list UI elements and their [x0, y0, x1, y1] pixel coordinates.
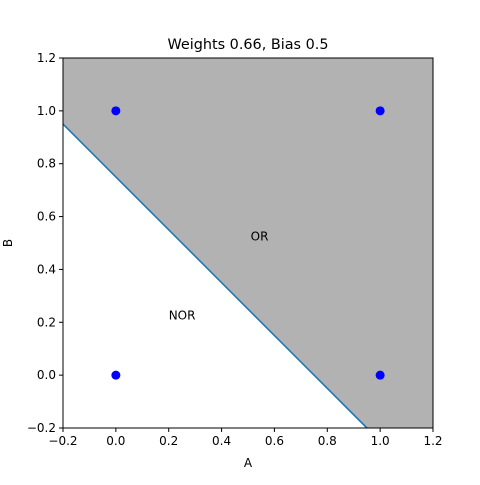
- x-tick-label: 0.6: [265, 434, 284, 448]
- y-tick-label: −0.2: [27, 421, 56, 435]
- x-tick-label: 1.0: [371, 434, 390, 448]
- x-tick-label: 1.2: [423, 434, 442, 448]
- x-tick-label: 0.4: [212, 434, 231, 448]
- plot-frame: [62, 57, 434, 429]
- data-point: [111, 370, 121, 380]
- x-tick-label: 0.2: [159, 434, 178, 448]
- y-tick-label: 0.8: [37, 157, 56, 171]
- decision-boundary-line: [62, 123, 368, 429]
- data-point: [375, 106, 385, 116]
- x-axis-label: A: [244, 456, 253, 470]
- y-tick-label: 0.6: [37, 210, 56, 224]
- data-point: [375, 370, 385, 380]
- or-region: [63, 58, 433, 428]
- x-tick-label: −0.2: [48, 434, 77, 448]
- y-axis-label: B: [1, 239, 15, 247]
- y-tick-label: 0.0: [37, 368, 56, 382]
- y-tick-label: 1.2: [37, 51, 56, 65]
- annotation-or: OR: [251, 229, 269, 243]
- y-tick-label: 0.2: [37, 315, 56, 329]
- chart-title: Weights 0.66, Bias 0.5: [167, 37, 328, 53]
- x-tick-label: 0.8: [318, 434, 337, 448]
- x-tick-label: 0.0: [106, 434, 125, 448]
- y-tick-label: 0.4: [37, 262, 56, 276]
- annotation-nor: NOR: [169, 309, 196, 323]
- data-point: [111, 106, 121, 116]
- y-tick-label: 1.0: [37, 104, 56, 118]
